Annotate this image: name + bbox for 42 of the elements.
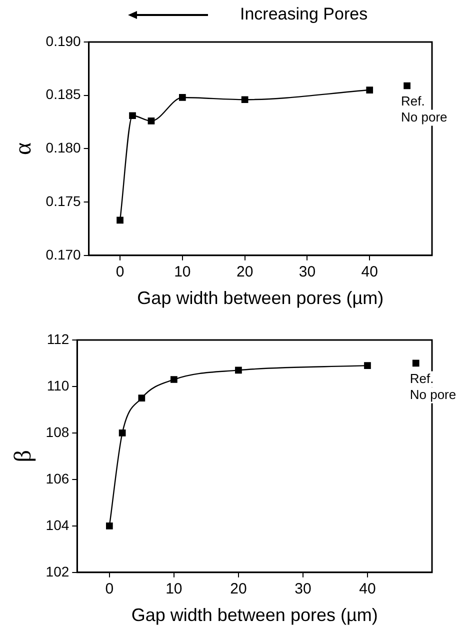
y-tick-label: 108 [46,424,70,440]
point [364,362,371,369]
x-tick-label: 40 [361,264,378,281]
point [404,82,410,90]
y-tick-label: 106 [46,470,70,486]
point [129,112,136,120]
x-axis-title: Gap width between pores (µm) [131,605,378,626]
x-tick-label: 20 [230,580,247,598]
y-tick-label: 0.190 [46,32,82,49]
point [106,522,113,530]
point [178,94,186,101]
point [118,430,126,436]
y-axis-title: β [10,450,37,462]
x-tick-label: 30 [294,580,312,598]
y-tick-label: 0.185 [46,86,82,102]
point [235,366,242,374]
point [116,216,124,224]
point [412,360,420,367]
x-tick-label: 20 [236,264,254,281]
point [170,376,178,383]
x-tick-label: 0 [105,580,114,598]
y-tick-label: 110 [46,377,70,394]
series-label: Ref. No pore [401,93,448,124]
y-tick-label: 0.180 [46,140,82,156]
point [241,96,248,104]
y-axis-title: α [10,142,37,155]
y-tick-label: 0.170 [46,246,82,262]
y-tick-label: 104 [46,516,70,533]
x-tick-label: 10 [174,264,191,281]
point [148,118,155,124]
x-tick-label: 30 [298,264,316,281]
y-tick-label: 102 [46,563,70,580]
y-tick-label: 0.175 [46,192,82,209]
x-tick-label: 0 [116,264,124,281]
point [366,86,374,94]
x-axis-title: Gap width between pores (µm) [137,288,384,308]
series-label: Ref. No pore [410,370,456,402]
x-tick-label: 40 [359,580,376,598]
chart-title: Increasing Pores [240,4,368,24]
point [138,394,146,402]
x-tick-label: 10 [166,580,182,598]
y-tick-label: 112 [46,330,70,347]
